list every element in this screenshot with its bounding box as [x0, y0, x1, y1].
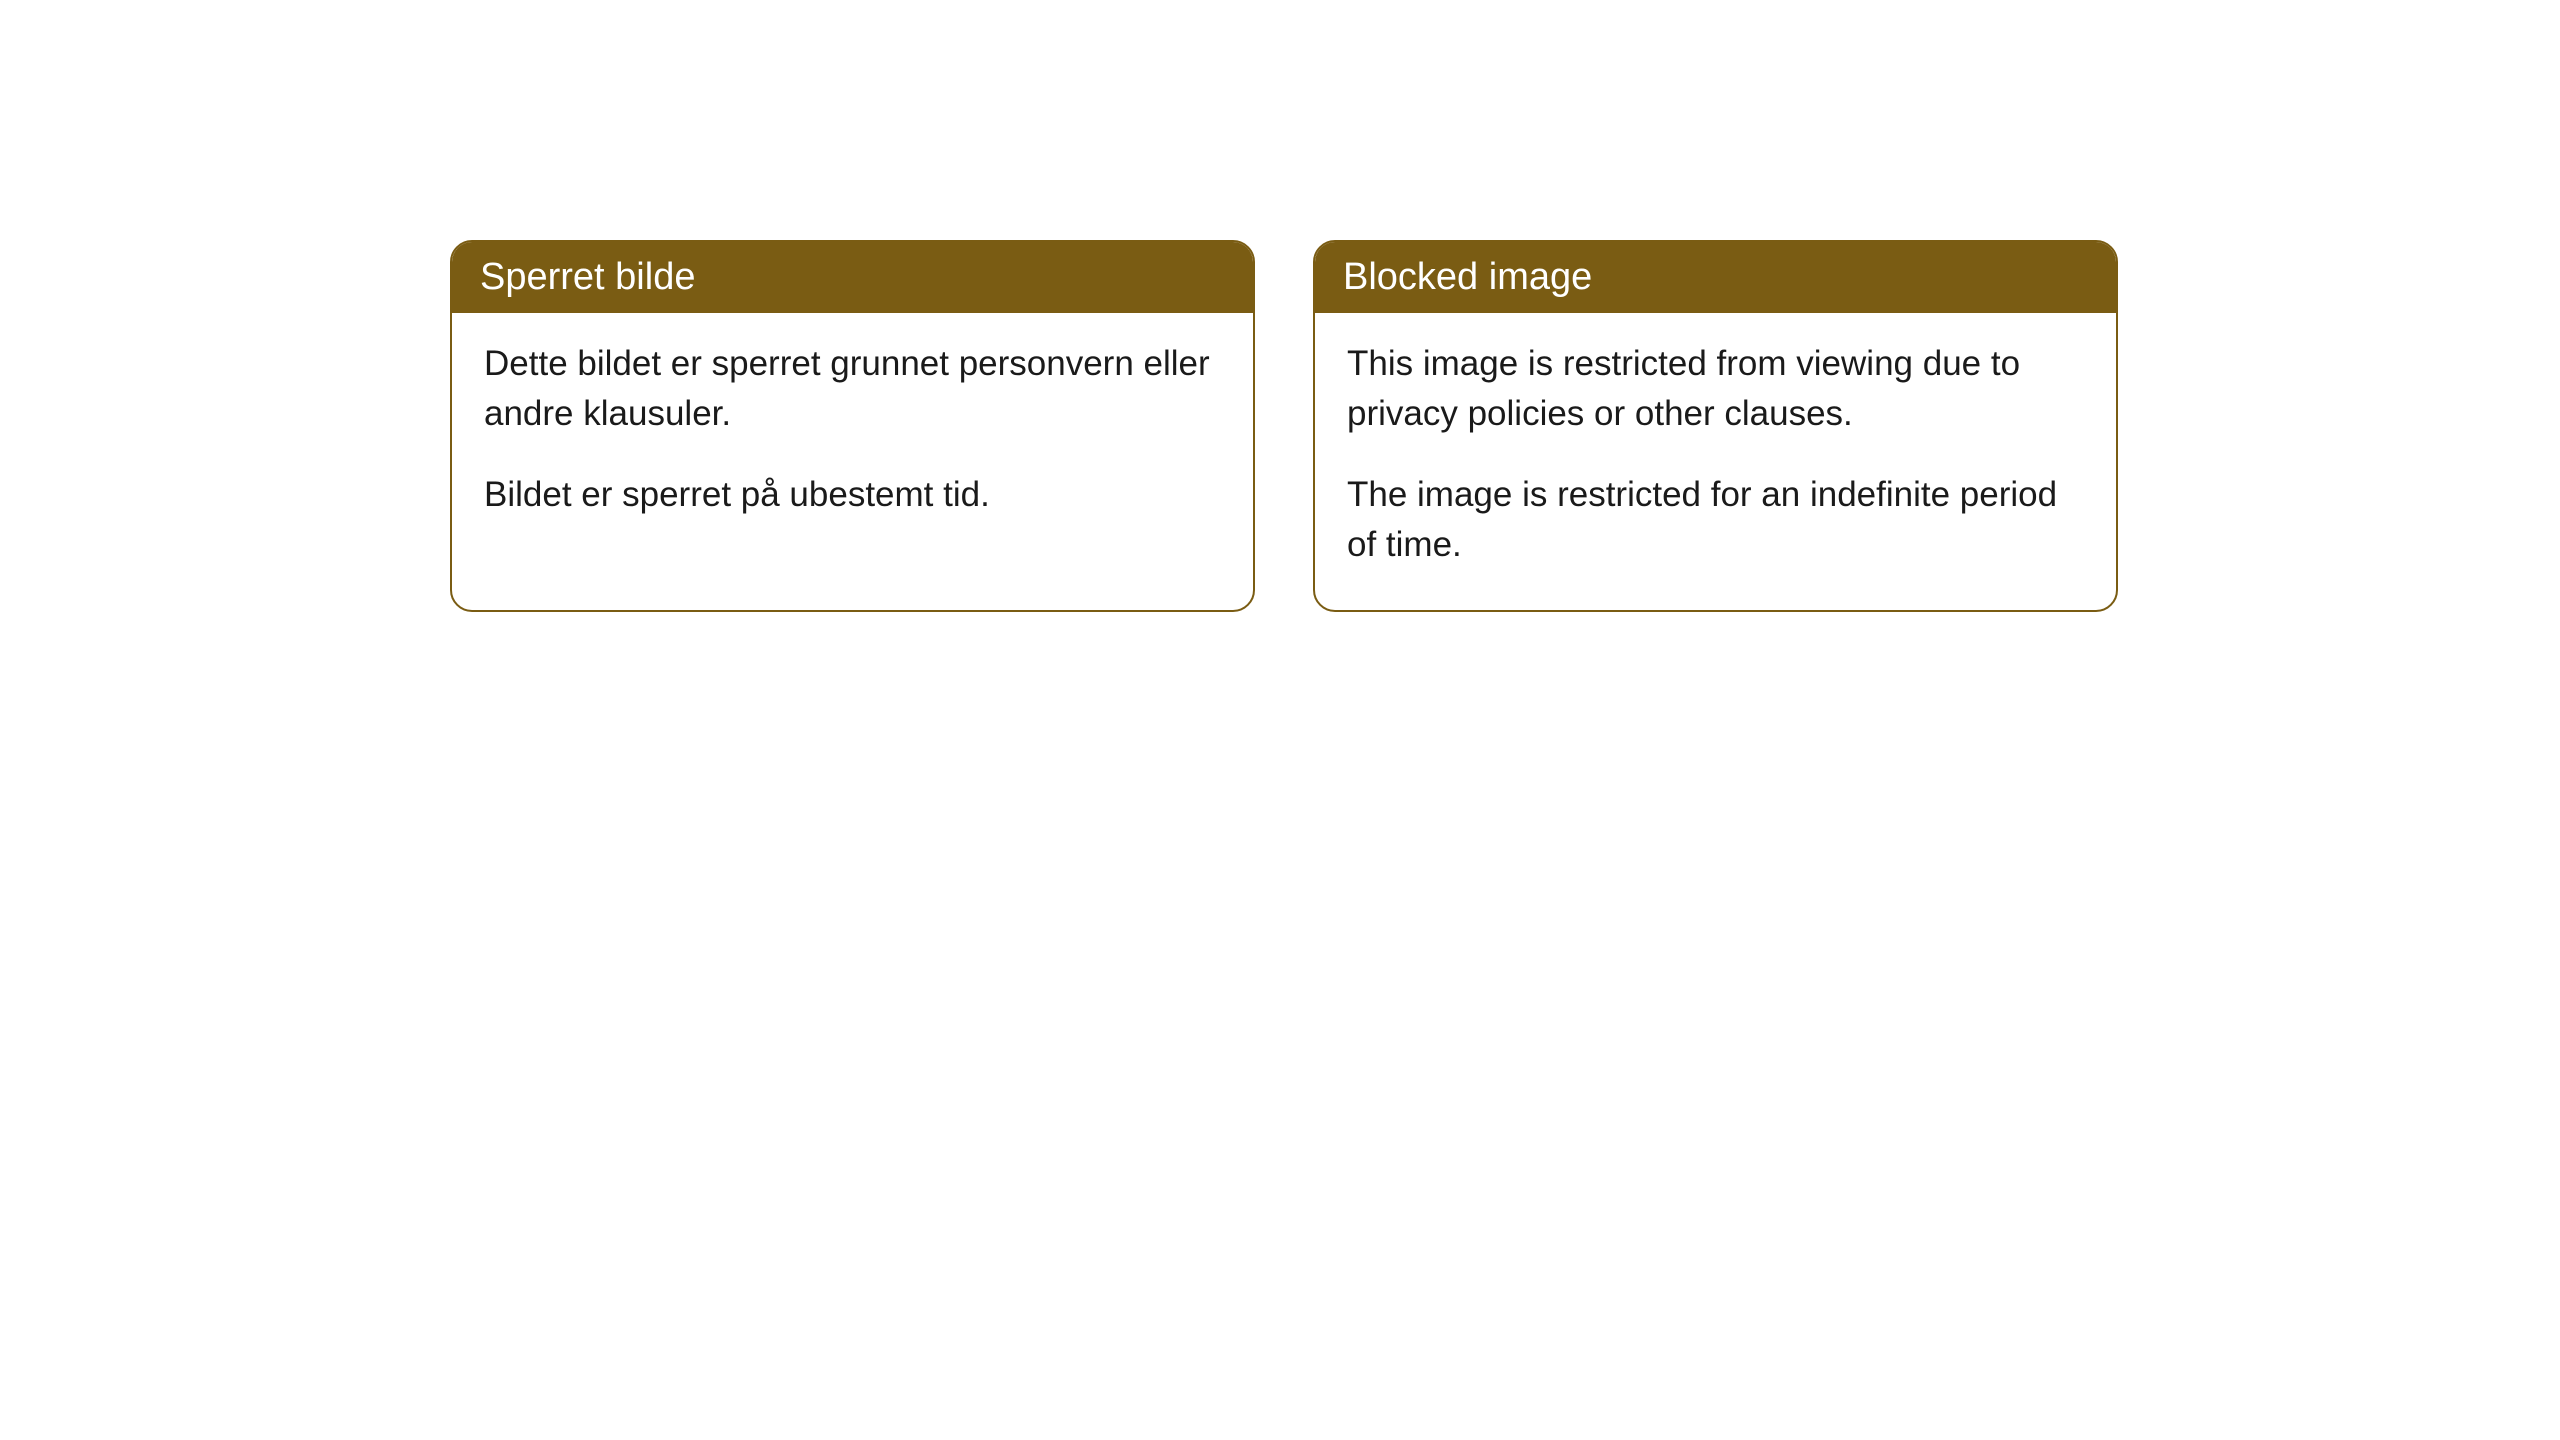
card-body-en: This image is restricted from viewing du… — [1315, 313, 2116, 610]
cards-container: Sperret bilde Dette bildet er sperret gr… — [450, 240, 2118, 612]
card-paragraph2-no: Bildet er sperret på ubestemt tid. — [484, 470, 1221, 520]
blocked-image-card-no: Sperret bilde Dette bildet er sperret gr… — [450, 240, 1255, 612]
card-header-no: Sperret bilde — [452, 242, 1253, 313]
card-paragraph1-en: This image is restricted from viewing du… — [1347, 339, 2084, 438]
blocked-image-card-en: Blocked image This image is restricted f… — [1313, 240, 2118, 612]
card-title-no: Sperret bilde — [480, 256, 695, 298]
card-paragraph2-en: The image is restricted for an indefinit… — [1347, 470, 2084, 569]
card-body-no: Dette bildet er sperret grunnet personve… — [452, 313, 1253, 560]
card-paragraph1-no: Dette bildet er sperret grunnet personve… — [484, 339, 1221, 438]
card-header-en: Blocked image — [1315, 242, 2116, 313]
card-title-en: Blocked image — [1343, 256, 1592, 298]
